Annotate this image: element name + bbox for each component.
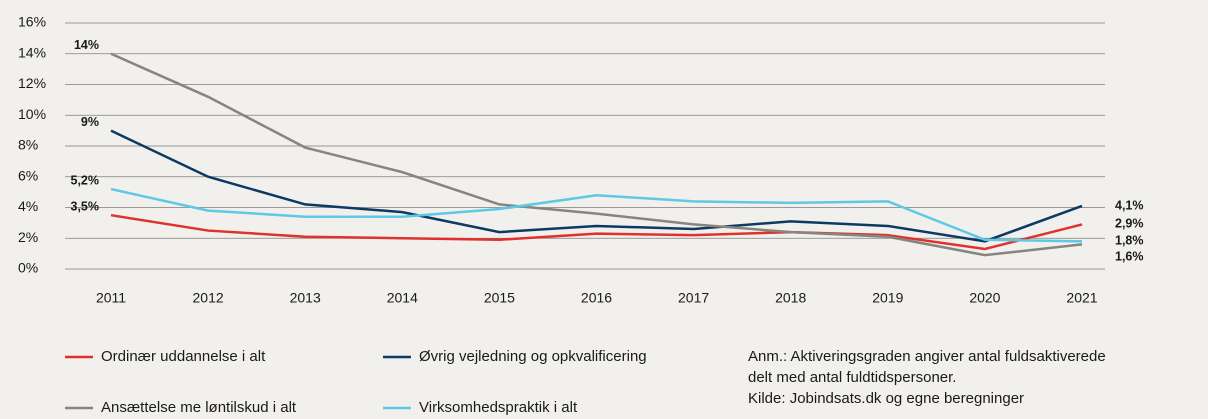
x-tick-label: 2019 — [872, 290, 903, 306]
x-tick-label: 2011 — [96, 290, 126, 306]
data-label: 4,1% — [1115, 198, 1144, 212]
data-label: 1,8% — [1115, 234, 1144, 248]
annotation: delt med antal fuldtidspersoner. — [748, 369, 956, 386]
legend-label: Ordinær uddannelse i alt — [101, 348, 266, 365]
x-tick-label: 2021 — [1066, 290, 1097, 306]
x-tick-label: 2017 — [678, 290, 709, 306]
series-line — [110, 213, 1083, 251]
y-tick-label: 2% — [18, 229, 38, 245]
data-label: 3,5% — [71, 199, 100, 213]
series-line — [110, 52, 1083, 257]
data-label: 9% — [81, 115, 99, 129]
x-tick-label: 2016 — [581, 290, 612, 306]
data-label: 2,9% — [1115, 217, 1144, 231]
data-label: 14% — [74, 38, 99, 52]
annotation: Kilde: Jobindsats.dk og egne beregninger — [748, 390, 1024, 407]
y-tick-label: 10% — [18, 106, 46, 122]
series-line — [110, 129, 1083, 243]
y-tick-label: 8% — [18, 137, 38, 153]
y-tick-label: 12% — [18, 75, 46, 91]
x-tick-label: 2015 — [484, 290, 515, 306]
x-tick-label: 2014 — [387, 290, 418, 306]
data-label: 1,6% — [1115, 250, 1144, 264]
legend-label: Øvrig vejledning og opkvalificering — [419, 348, 647, 365]
legend-label: Ansættelse me løntilskud i alt — [101, 399, 297, 416]
y-tick-label: 16% — [18, 14, 46, 30]
annotation: Anm.: Aktiveringsgraden angiver antal fu… — [748, 348, 1106, 365]
data-label: 5,2% — [71, 173, 100, 187]
x-tick-label: 2013 — [290, 290, 321, 306]
x-tick-label: 2012 — [193, 290, 224, 306]
y-tick-label: 0% — [18, 260, 38, 276]
y-tick-label: 4% — [18, 198, 38, 214]
y-tick-label: 14% — [18, 44, 46, 60]
y-tick-label: 6% — [18, 167, 38, 183]
legend-label: Virksomhedspraktik i alt — [419, 399, 578, 416]
x-tick-label: 2020 — [969, 290, 1000, 306]
x-tick-label: 2018 — [775, 290, 806, 306]
series-line — [110, 187, 1083, 243]
